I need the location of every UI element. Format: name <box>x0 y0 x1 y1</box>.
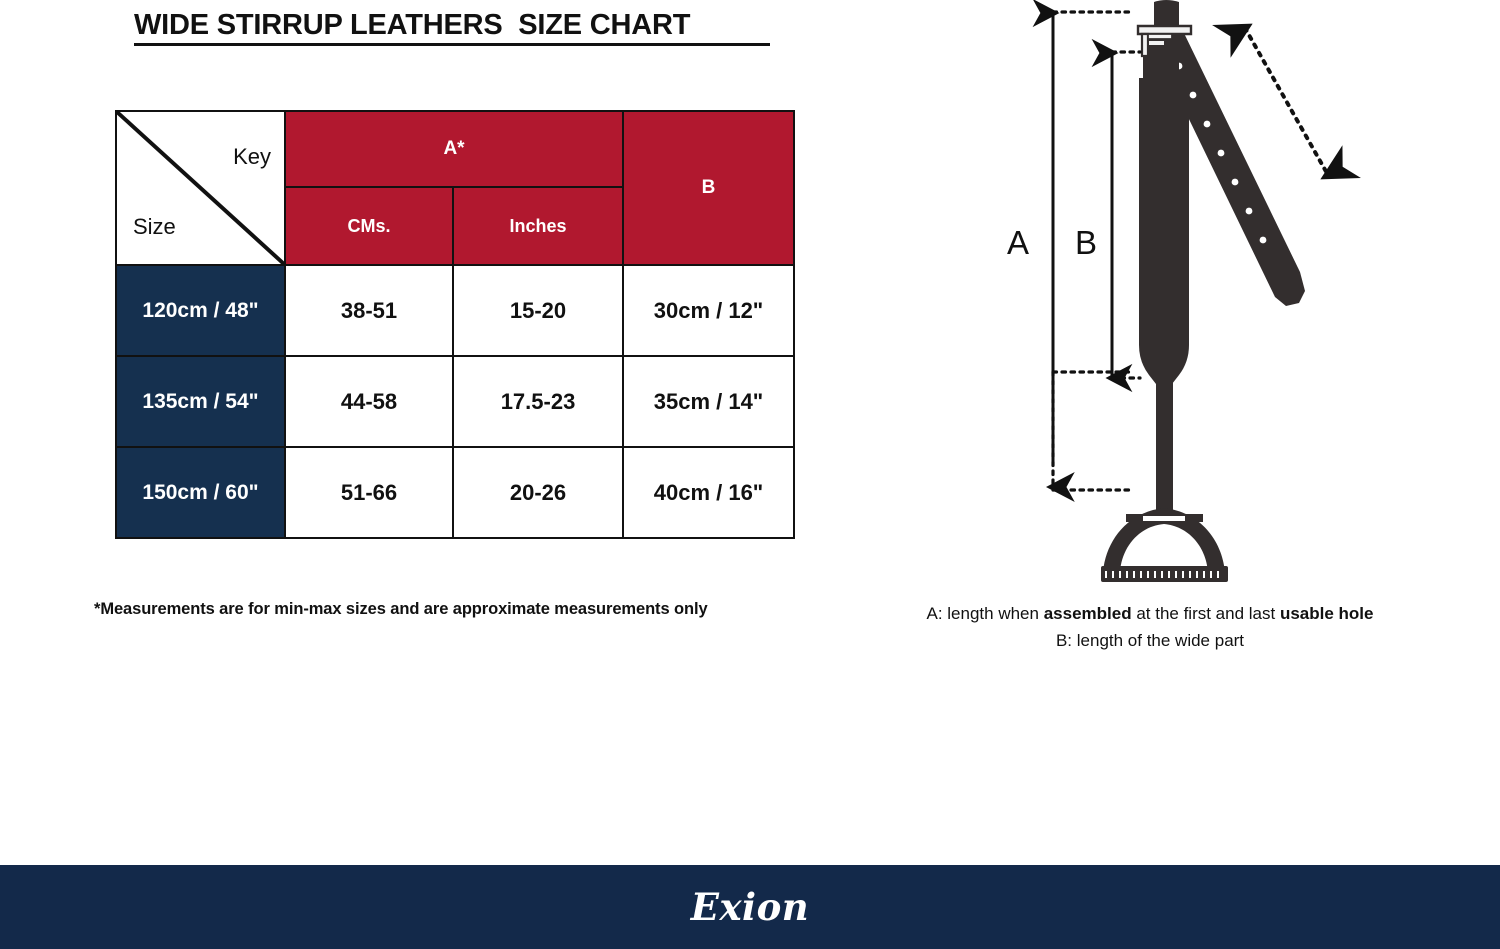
dimension-line-b <box>1091 38 1142 393</box>
brand-logo: Exion <box>690 885 810 929</box>
corner-size-label: Size <box>133 214 176 239</box>
stirrup-leather-illustration: A B <box>1007 0 1361 582</box>
page-title-wrapper: WIDE STIRRUP LEATHERS SIZE CHART <box>134 8 690 42</box>
row-inches-value: 20-26 <box>452 446 624 539</box>
buckle-icon <box>1136 24 1193 58</box>
measurements-footnote: *Measurements are for min-max sizes and … <box>94 600 708 618</box>
product-diagram: A B <box>960 0 1440 585</box>
row-size-label: 135cm / 54" <box>115 355 286 448</box>
row-cms-value: 38-51 <box>284 264 454 357</box>
strap-direction-arrow-icon <box>1212 23 1361 180</box>
dimension-label-a: A <box>1007 224 1029 261</box>
page-title: WIDE STIRRUP LEATHERS SIZE CHART <box>134 9 691 41</box>
corner-key-label: Key <box>233 144 271 169</box>
size-chart-table: Key Size A* B CMs. Inches 120cm / 48" 38… <box>115 110 795 539</box>
caption-b: B: length of the wide part <box>1055 631 1245 650</box>
row-b-value: 40cm / 16" <box>622 446 795 539</box>
caption-a-bold-usable-hole: usable hole <box>1279 604 1374 623</box>
row-b-value: 30cm / 12" <box>622 264 795 357</box>
header-group-b: B <box>622 110 795 266</box>
diagram-captions: A: length when assembled at the first an… <box>880 600 1420 654</box>
header-group-a: A* <box>284 110 624 188</box>
table-corner-cell: Key Size <box>115 110 286 266</box>
table-header-row-top: Key Size A* B <box>115 110 795 266</box>
caption-a-bold-assembled: assembled <box>1043 604 1132 623</box>
table-row: 135cm / 54" 44-58 17.5-23 35cm / 14" <box>115 355 795 448</box>
header-sub-inches: Inches <box>452 186 624 266</box>
caption-a: A: length when assembled at the first an… <box>880 600 1420 627</box>
header-sub-cms: CMs. <box>284 186 454 266</box>
row-cms-value: 51-66 <box>284 446 454 539</box>
leather-shape-group <box>1101 0 1305 582</box>
diagonal-divider-icon <box>117 112 284 264</box>
row-cms-value: 44-58 <box>284 355 454 448</box>
table-row: 150cm / 60" 51-66 20-26 40cm / 16" <box>115 446 795 539</box>
title-underline <box>134 43 770 46</box>
table-row: 120cm / 48" 38-51 15-20 30cm / 12" <box>115 264 795 357</box>
row-inches-value: 15-20 <box>452 264 624 357</box>
row-size-label: 120cm / 48" <box>115 264 286 357</box>
footer-bar: Exion <box>0 865 1500 949</box>
row-b-value: 35cm / 14" <box>622 355 795 448</box>
stirrup-iron-icon <box>1101 508 1228 582</box>
table-header-row-sub: CMs. Inches <box>116 186 794 266</box>
row-size-label: 150cm / 60" <box>115 446 286 539</box>
row-inches-value: 17.5-23 <box>452 355 624 448</box>
dimension-label-b: B <box>1075 224 1097 261</box>
caption-a-pre: A: length when <box>926 604 1044 623</box>
caption-a-mid: at the first and last <box>1131 604 1280 623</box>
